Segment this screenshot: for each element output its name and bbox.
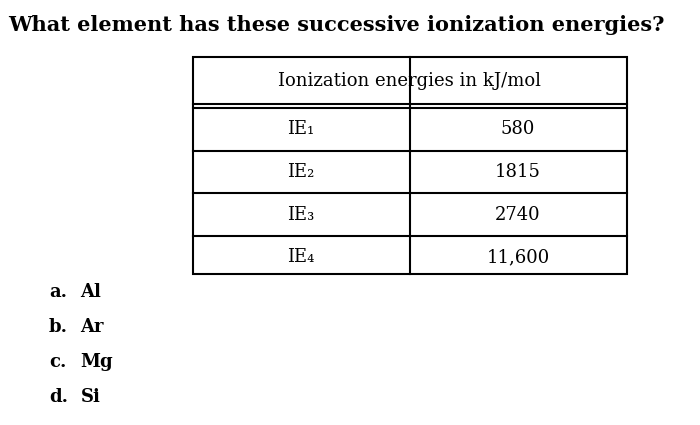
Text: d.: d. xyxy=(49,388,68,406)
Text: c.: c. xyxy=(49,353,66,371)
Text: 11,600: 11,600 xyxy=(486,248,550,266)
Text: IE₁: IE₁ xyxy=(288,121,314,139)
Text: 580: 580 xyxy=(500,121,536,139)
Text: a.: a. xyxy=(49,283,67,300)
Text: Mg: Mg xyxy=(80,353,113,371)
Bar xyxy=(193,57,626,274)
Text: 1815: 1815 xyxy=(495,163,541,181)
Text: 2740: 2740 xyxy=(495,206,541,224)
Text: b.: b. xyxy=(49,318,68,336)
Text: IE₃: IE₃ xyxy=(288,206,314,224)
Text: Al: Al xyxy=(80,283,101,300)
Text: IE₄: IE₄ xyxy=(287,248,315,266)
Text: Ar: Ar xyxy=(80,318,104,336)
Text: Si: Si xyxy=(80,388,100,406)
Text: Ionization energies in kJ/mol: Ionization energies in kJ/mol xyxy=(278,72,541,90)
Text: What element has these successive ionization energies?: What element has these successive ioniza… xyxy=(8,15,665,35)
Text: IE₂: IE₂ xyxy=(287,163,315,181)
